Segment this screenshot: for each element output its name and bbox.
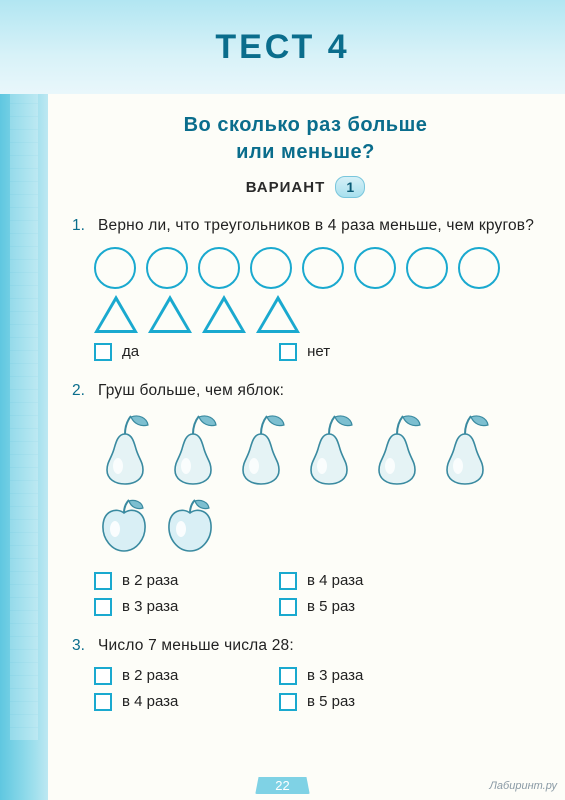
question-3: 3. Число 7 меньше числа 28: в 2 раза в 3… — [72, 636, 539, 711]
subtitle-line1: Во сколько раз больше — [184, 114, 428, 136]
watermark: Лабиринт.ру — [489, 780, 557, 792]
pear-icon — [366, 412, 428, 486]
q2-number: 2. — [72, 381, 90, 402]
q2-option-c[interactable]: в 3 раза — [94, 598, 249, 616]
q3-option-d-label: в 5 раз — [307, 693, 355, 710]
q2-pears-row — [94, 412, 539, 491]
pear-icon — [298, 412, 360, 491]
q3-option-a[interactable]: в 2 раза — [94, 667, 249, 685]
q2-option-b-label: в 4 раза — [307, 572, 363, 589]
q1-option-no-label: нет — [307, 343, 330, 360]
q3-option-a-label: в 2 раза — [122, 667, 178, 684]
triangle-icon — [202, 295, 246, 333]
apple-icon — [94, 497, 154, 557]
circle-icon — [250, 247, 292, 289]
header-bar: ТЕСТ 4 — [0, 0, 565, 94]
q3-option-d[interactable]: в 5 раз — [279, 693, 434, 711]
circle-icon — [302, 247, 344, 289]
checkbox-icon[interactable] — [94, 343, 112, 361]
variant-row: ВАРИАНТ 1 — [72, 176, 539, 198]
page-number: 22 — [255, 777, 309, 794]
pear-icon — [230, 412, 292, 486]
content: Во сколько раз больше или меньше? ВАРИАН… — [48, 94, 565, 741]
circle-icon — [94, 247, 136, 289]
pear-icon — [298, 412, 360, 486]
q1-option-yes-label: да — [122, 343, 139, 360]
apple-icon — [160, 497, 220, 557]
checkbox-icon[interactable] — [279, 693, 297, 711]
pear-icon — [94, 412, 156, 486]
spine-decor — [0, 0, 48, 800]
page: ТЕСТ 4 Во сколько раз больше или меньше?… — [0, 0, 565, 800]
pear-icon — [162, 412, 224, 486]
q1-option-yes[interactable]: да — [94, 343, 139, 361]
subtitle: Во сколько раз больше или меньше? — [72, 112, 539, 166]
q2-row: 2. Груш больше, чем яблок: — [72, 381, 539, 402]
q1-option-no[interactable]: нет — [279, 343, 330, 361]
q3-option-c[interactable]: в 4 раза — [94, 693, 249, 711]
subtitle-line2: или меньше? — [236, 141, 375, 163]
question-1: 1. Верно ли, что треугольников в 4 раза … — [72, 216, 539, 361]
q2-apples-row — [94, 497, 539, 562]
q3-text: Число 7 меньше числа 28: — [98, 636, 539, 657]
q2-option-c-label: в 3 раза — [122, 598, 178, 615]
variant-label: ВАРИАНТ — [246, 179, 326, 196]
circle-icon — [198, 247, 240, 289]
q3-number: 3. — [72, 636, 90, 657]
q2-option-a-label: в 2 раза — [122, 572, 178, 589]
variant-number-badge: 1 — [335, 176, 365, 198]
pear-icon — [366, 412, 428, 491]
pear-icon — [162, 412, 224, 491]
q1-row: 1. Верно ли, что треугольников в 4 раза … — [72, 216, 539, 237]
q1-circles-row — [94, 247, 539, 289]
checkbox-icon[interactable] — [94, 572, 112, 590]
triangle-icon — [94, 295, 138, 333]
q2-text: Груш больше, чем яблок: — [98, 381, 539, 402]
q2-options: в 2 раза в 4 раза в 3 раза в 5 раз — [94, 572, 434, 616]
checkbox-icon[interactable] — [279, 343, 297, 361]
circle-icon — [406, 247, 448, 289]
checkbox-icon[interactable] — [94, 693, 112, 711]
checkbox-icon[interactable] — [94, 598, 112, 616]
checkbox-icon[interactable] — [94, 667, 112, 685]
triangle-icon — [256, 295, 300, 333]
pear-icon — [94, 412, 156, 491]
page-title: ТЕСТ 4 — [215, 28, 349, 67]
q1-options: да нет — [94, 343, 539, 361]
q3-options: в 2 раза в 3 раза в 4 раза в 5 раз — [94, 667, 434, 711]
q3-option-b-label: в 3 раза — [307, 667, 363, 684]
q3-option-b[interactable]: в 3 раза — [279, 667, 434, 685]
checkbox-icon[interactable] — [279, 598, 297, 616]
q2-option-d-label: в 5 раз — [307, 598, 355, 615]
triangle-icon — [148, 295, 192, 333]
pear-icon — [230, 412, 292, 491]
q2-option-d[interactable]: в 5 раз — [279, 598, 434, 616]
circle-icon — [354, 247, 396, 289]
q1-text: Верно ли, что треугольников в 4 раза мен… — [98, 216, 539, 237]
circle-icon — [146, 247, 188, 289]
checkbox-icon[interactable] — [279, 572, 297, 590]
spine-grid — [10, 80, 38, 740]
checkbox-icon[interactable] — [279, 667, 297, 685]
circle-icon — [458, 247, 500, 289]
question-2: 2. Груш больше, чем яблок: — [72, 381, 539, 616]
apple-icon — [160, 497, 220, 562]
pear-icon — [434, 412, 496, 486]
pear-icon — [434, 412, 496, 491]
q1-number: 1. — [72, 216, 90, 237]
q1-triangles-row — [94, 295, 539, 333]
q3-row: 3. Число 7 меньше числа 28: — [72, 636, 539, 657]
q2-option-a[interactable]: в 2 раза — [94, 572, 249, 590]
q2-option-b[interactable]: в 4 раза — [279, 572, 434, 590]
page-number-wrap: 22 — [0, 777, 565, 794]
apple-icon — [94, 497, 154, 562]
q3-option-c-label: в 4 раза — [122, 693, 178, 710]
